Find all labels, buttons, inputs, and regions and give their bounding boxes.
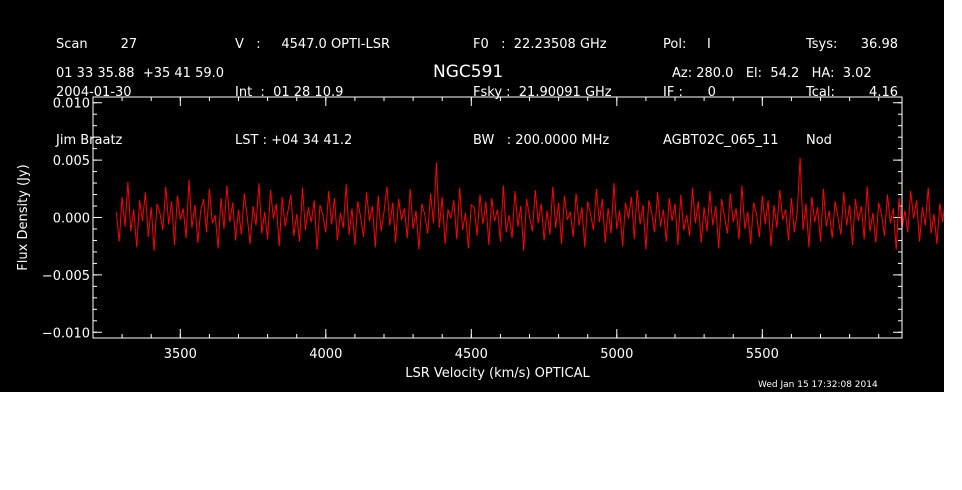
spectrum-trace [115,157,944,251]
header-f0: F0 : 22.23508 GHz [473,37,607,52]
x-axis-ticks: 3500 4000 4500 5000 5500 [121,97,880,362]
header-velocity: V : 4547.0 OPTI-LSR [235,37,391,52]
header-project: AGBT02C_065_11 [663,133,779,148]
footer-timestamp: Wed Jan 15 17:32:08 2014 [758,380,878,390]
header-procedure: Nod [806,133,832,148]
header-if: IF : 0 [663,85,716,100]
y-tick-label: 0.010 [53,97,90,112]
header-az-el-ha: Az: 280.0 El: 54.2 HA: 3.02 [672,66,872,81]
plot-frame [92,96,903,339]
header-col-scan-info: Scan 27 2004-01-30 Jim Braatz [56,5,137,181]
header-fsky: Fsky : 21.90091 GHz [473,85,612,100]
x-tick-label: 4000 [309,347,342,362]
header-tsys-value: 36.98 [860,37,898,52]
y-tick-label: −0.010 [42,326,90,341]
header-date: 2004-01-30 [56,85,132,100]
x-tick-label: 4500 [455,347,488,362]
header-scan: Scan 27 [56,37,138,52]
header-object-name: NGC591 [433,62,504,82]
header-col-velocity: V : 4547.0 OPTI-LSR Int : 01 28 10.9 LST… [235,5,390,181]
plot-panel: Scan 27 2004-01-30 Jim Braatz V : 4547.0… [0,0,944,392]
x-tick-label: 3500 [164,347,197,362]
y-tick-label: 0.005 [53,154,90,169]
header-tsys-label: Tsys: [806,37,838,52]
header-coordinates: 01 33 35.88 +35 41 59.0 [56,66,225,81]
x-tick-label: 5500 [746,347,779,362]
y-axis-ticks: −0.010 −0.005 0.000 0.005 0.010 [42,97,902,341]
header-col-system-values: 36.98 4.16 [846,5,898,165]
header-bandwidth: BW : 200.0000 MHz [473,133,610,148]
header-tcal-value: 4.16 [869,85,898,100]
header-lst: LST : +04 34 41.2 [235,133,353,148]
header-pol: Pol: I [663,37,711,52]
x-tick-label: 5000 [600,347,633,362]
x-axis-label: LSR Velocity (km/s) OPTICAL [405,366,590,381]
y-tick-label: 0.000 [53,212,90,227]
header-tcal-label: Tcal: [806,85,835,100]
y-tick-label: −0.005 [42,269,90,284]
header-col-frequency: F0 : 22.23508 GHz Fsky : 21.90091 GHz BW… [473,5,612,181]
header-col-polarization: Pol: I IF : 0 AGBT02C_065_11 [663,5,779,181]
header-integration: Int : 01 28 10.9 [235,85,344,100]
header-observer: Jim Braatz [56,133,123,148]
header-col-system-labels: Tsys: Tcal: Nod [806,5,837,181]
y-axis-label: Flux Density (Jy) [16,164,31,270]
spectrum-chart: −0.010 −0.005 0.000 0.005 0.010 3500 4000 4500… [16,96,944,381]
